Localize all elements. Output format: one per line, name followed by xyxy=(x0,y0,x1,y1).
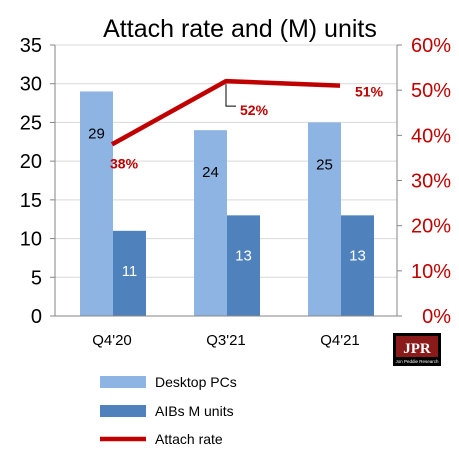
left-tick-label: 20 xyxy=(20,151,42,173)
rate-label: 52% xyxy=(240,102,269,118)
left-tick-label: 15 xyxy=(20,190,42,212)
right-tick-label: 40% xyxy=(411,125,451,147)
left-axis: 0 5 10 15 20 25 30 35 xyxy=(20,35,56,328)
bar-label-desktop-pcs: 25 xyxy=(316,156,333,173)
left-tick-label: 5 xyxy=(31,267,42,289)
bar-label-aibs: 11 xyxy=(122,263,138,280)
right-axis: 0% 10% 20% 30% 40% 50% 60% xyxy=(396,35,451,328)
bar-aibs xyxy=(227,215,260,316)
right-tick-label: 30% xyxy=(411,171,451,193)
x-tick-label: Q4'20 xyxy=(92,332,132,349)
legend-swatch xyxy=(100,405,146,417)
legend-label: Attach rate xyxy=(155,431,223,447)
x-tick-label: Q3'21 xyxy=(206,332,246,349)
legend: Desktop PCs AIBs M units Attach rate xyxy=(100,374,237,447)
rate-label-leader xyxy=(225,84,236,107)
x-tick-label: Q4'21 xyxy=(320,332,360,349)
rate-label: 38% xyxy=(110,155,139,171)
legend-label: AIBs M units xyxy=(155,403,234,419)
rate-label: 51% xyxy=(355,84,384,100)
attach-rate-polyline xyxy=(110,78,341,147)
left-tick-label: 25 xyxy=(20,112,42,134)
left-tick-label: 10 xyxy=(20,229,42,251)
right-tick-label: 10% xyxy=(411,261,451,283)
logo-text: JPR xyxy=(403,341,431,357)
logo-inner xyxy=(396,336,438,357)
bar-desktop-pcs xyxy=(194,130,227,316)
bar-label-aibs: 13 xyxy=(235,247,252,264)
bar-label-desktop-pcs: 24 xyxy=(202,164,219,181)
attach-rate-line: 38% 52% 51% xyxy=(110,78,384,171)
right-tick-label: 60% xyxy=(411,35,451,57)
left-tick-label: 30 xyxy=(20,74,42,96)
right-tick-label: 0% xyxy=(422,306,451,328)
bar-desktop-pcs xyxy=(80,91,113,316)
bar-label-aibs: 13 xyxy=(349,247,366,264)
left-tick-label: 0 xyxy=(31,306,42,328)
legend-swatch xyxy=(100,376,146,388)
jpr-logo: JPR Jon Peddie Research xyxy=(393,333,441,366)
bar-label-desktop-pcs: 29 xyxy=(88,125,105,142)
right-tick-label: 50% xyxy=(411,80,451,102)
chart-title: Attach rate and (M) units xyxy=(103,15,377,43)
x-axis: Q4'20 Q3'21 Q4'21 xyxy=(55,315,397,349)
bar-aibs xyxy=(113,230,146,316)
bar-aibs xyxy=(341,215,374,316)
legend-label: Desktop PCs xyxy=(155,374,237,390)
logo-subtext: Jon Peddie Research xyxy=(395,359,439,364)
bars: 29 11 24 13 25 13 xyxy=(80,91,374,316)
left-tick-label: 35 xyxy=(20,35,42,57)
bar-desktop-pcs xyxy=(308,122,341,316)
right-tick-label: 20% xyxy=(411,216,451,238)
